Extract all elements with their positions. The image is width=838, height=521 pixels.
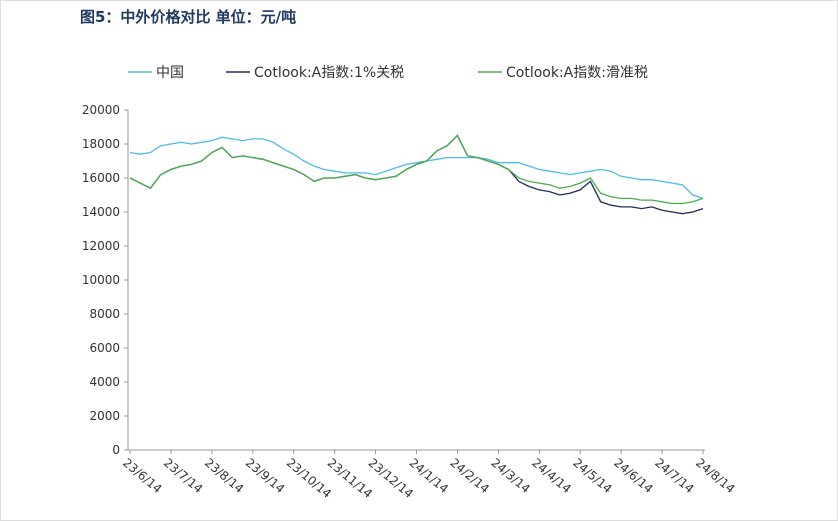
y-tick-label: 12000 [82, 239, 120, 253]
legend-label: Cotlook:A指数:1%关税 [254, 65, 404, 81]
chart-title: 图5：中外价格对比 单位：元/吨 [80, 8, 296, 26]
y-tick-label: 6000 [89, 341, 120, 355]
y-tick-label: 20000 [82, 103, 120, 117]
y-tick-label: 8000 [89, 307, 120, 321]
series-line [129, 134, 704, 205]
legend: 中国 Cotlook:A指数:1%关税 Cotlook:A指数:滑准税 [128, 64, 648, 81]
y-tick-label: 0 [112, 443, 120, 457]
y-tick-label: 4000 [89, 375, 120, 389]
y-tick-label: 14000 [82, 205, 120, 219]
legend-label: 中国 [156, 65, 184, 81]
y-tick-label: 10000 [82, 273, 120, 287]
y-tick-label: 18000 [82, 137, 120, 151]
series-line [129, 136, 704, 200]
y-tick-label: 2000 [89, 409, 120, 423]
legend-label: Cotlook:A指数:滑准税 [506, 64, 648, 81]
y-tick-label: 16000 [82, 171, 120, 185]
